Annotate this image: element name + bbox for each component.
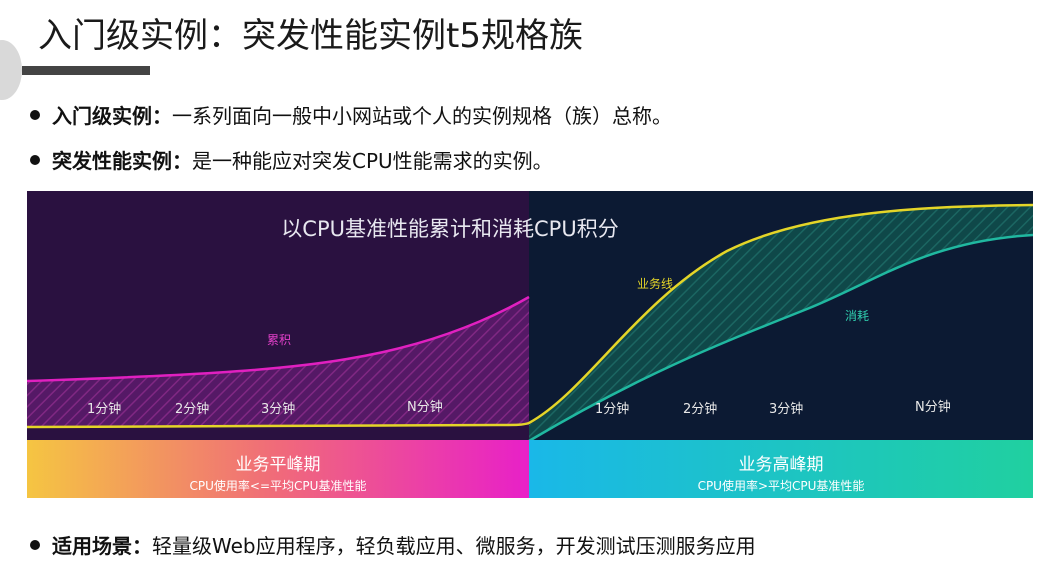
bullet-dot-icon xyxy=(30,539,40,550)
business-line-label: 业务线 xyxy=(637,277,674,291)
right-tick-n: N分钟 xyxy=(915,400,951,415)
bullet-term: 突发性能实例： xyxy=(52,149,192,173)
off-peak-subtitle: CPU使用率<=平均CPU基准性能 xyxy=(189,479,367,493)
off-peak-title: 业务平峰期 xyxy=(235,455,321,475)
page-title: 入门级实例：突发性能实例t5规格族 xyxy=(38,16,583,56)
bullet-dot-icon xyxy=(30,154,40,165)
consume-curve xyxy=(528,233,1033,443)
title-underline-bar xyxy=(22,66,150,75)
peak-bar xyxy=(529,440,1033,498)
bullet-term: 适用场景： xyxy=(52,534,152,558)
bullet-term: 入门级实例： xyxy=(52,104,172,128)
peak-period: 业务高峰期 CPU使用率>平均CPU基准性能 xyxy=(529,440,1033,498)
corner-decoration xyxy=(0,40,22,100)
bullet-text: 是一种能应对突发CPU性能需求的实例。 xyxy=(192,149,553,173)
left-tick-n: N分钟 xyxy=(407,400,443,415)
bullet-use-case: 适用场景： 轻量级Web应用程序，轻负载应用、微服务，开发测试压测服务应用 xyxy=(30,530,756,559)
bullet-burstable-instance: 突发性能实例： 是一种能应对突发CPU性能需求的实例。 xyxy=(30,145,553,174)
accumulate-area xyxy=(27,297,529,427)
bullet-entry-instance: 入门级实例： 一系列面向一般中小网站或个人的实例规格（族）总称。 xyxy=(30,100,672,129)
left-tick-2: 2分钟 xyxy=(175,402,210,417)
diagram-canvas xyxy=(27,191,1033,498)
peak-subtitle: CPU使用率>平均CPU基准性能 xyxy=(697,479,865,493)
right-tick-3: 3分钟 xyxy=(769,402,804,417)
bullet-text: 一系列面向一般中小网站或个人的实例规格（族）总称。 xyxy=(172,104,672,128)
bullet-dot-icon xyxy=(30,109,40,120)
off-peak-bar xyxy=(27,440,529,498)
right-tick-1: 1分钟 xyxy=(595,402,630,417)
business-line-curve xyxy=(27,203,1033,429)
consume-label: 消耗 xyxy=(845,309,870,323)
peak-title: 业务高峰期 xyxy=(738,455,824,475)
accumulate-label: 累积 xyxy=(267,333,292,347)
left-tick-3: 3分钟 xyxy=(261,402,296,417)
accumulate-curve xyxy=(27,295,530,383)
off-peak-period: 业务平峰期 CPU使用率<=平均CPU基准性能 xyxy=(27,440,529,498)
consume-area xyxy=(529,205,1033,441)
cpu-credit-diagram: 以CPU基准性能累计和消耗CPU积分 累积 业务线 消耗 1分钟 2分钟 3分钟… xyxy=(27,191,1033,498)
right-tick-2: 2分钟 xyxy=(683,402,718,417)
left-tick-1: 1分钟 xyxy=(87,402,122,417)
diagram-title: 以CPU基准性能累计和消耗CPU积分 xyxy=(281,217,619,241)
bullet-text: 轻量级Web应用程序，轻负载应用、微服务，开发测试压测服务应用 xyxy=(152,534,756,558)
